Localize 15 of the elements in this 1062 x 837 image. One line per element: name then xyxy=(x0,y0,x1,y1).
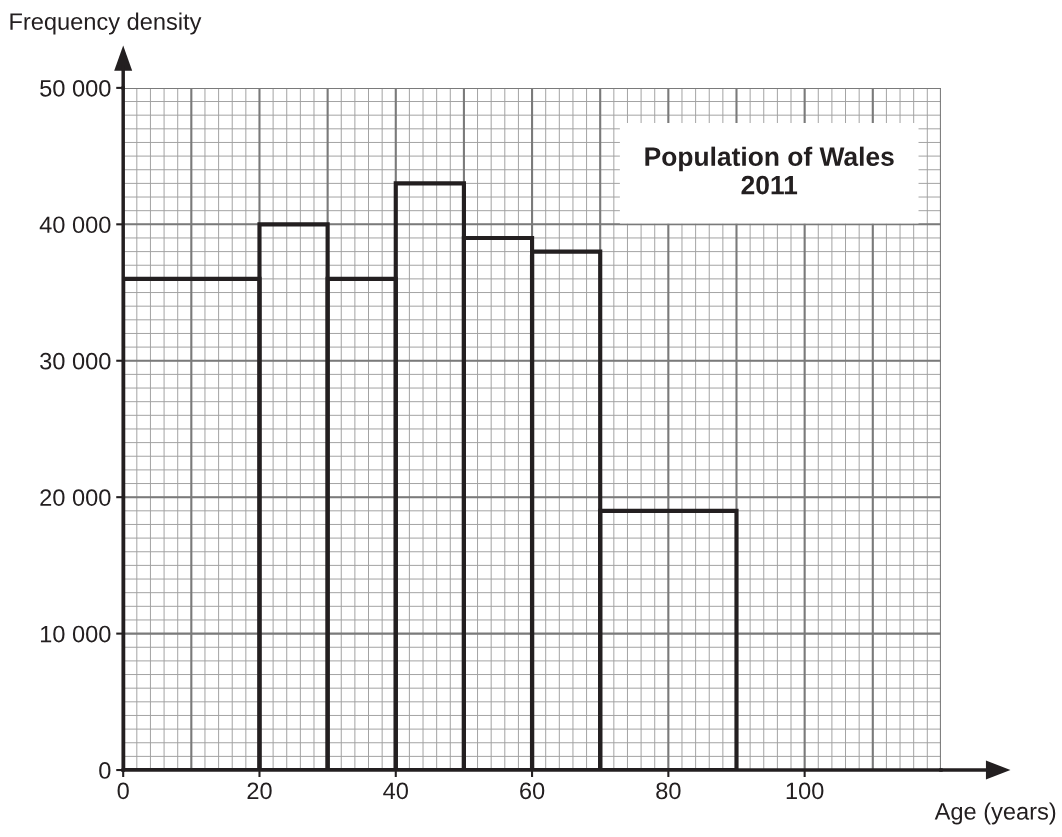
y-tick-label: 50 000 xyxy=(40,79,111,97)
text: Population of Wales 2011 xyxy=(645,146,894,195)
y-tick-label: 30 000 xyxy=(40,352,111,370)
x-tick-label: 60 xyxy=(520,782,545,800)
x-tick-label: 80 xyxy=(656,782,681,800)
y-tick-label: 0 xyxy=(99,762,111,779)
x-tick-label: 0 xyxy=(117,782,129,800)
y-tick-label: 10 000 xyxy=(40,625,111,643)
y-tick-label: 20 000 xyxy=(40,489,111,506)
x-tick-label: 100 xyxy=(786,782,824,800)
x-axis-title: Age (years) xyxy=(934,802,1056,825)
y-axis-title: Frequency density xyxy=(10,12,202,35)
x-tick-label: 20 xyxy=(247,782,272,800)
x-tick-label: 40 xyxy=(383,782,408,800)
y-tick-label: 40 000 xyxy=(39,216,111,234)
